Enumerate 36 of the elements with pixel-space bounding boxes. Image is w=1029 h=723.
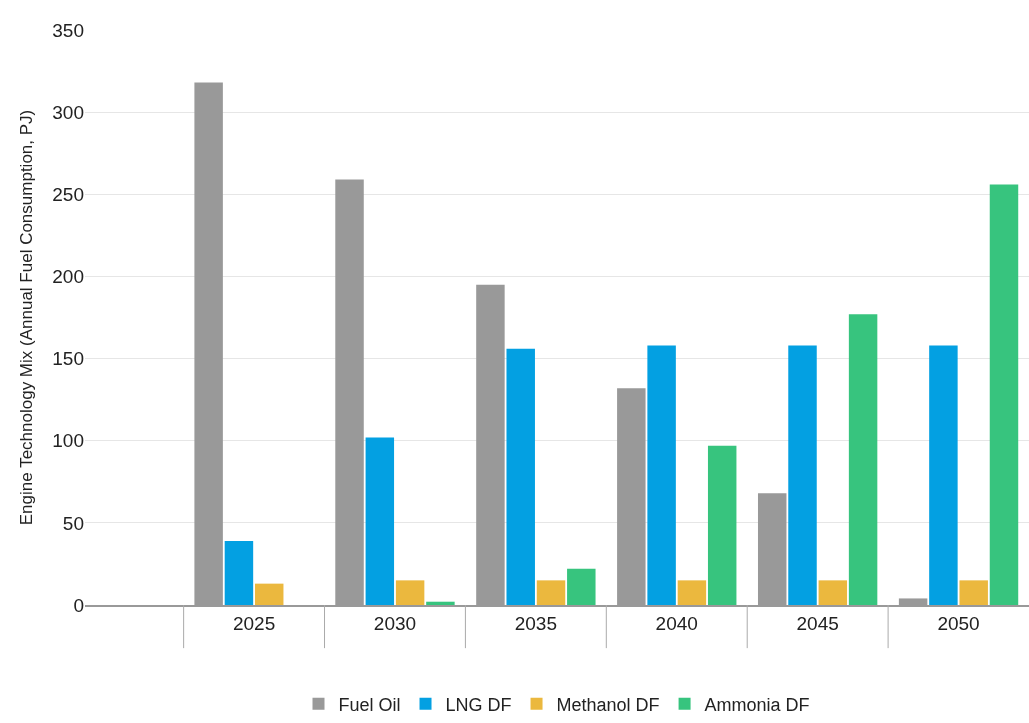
y-tick-label: 0 (73, 594, 84, 616)
bar (989, 184, 1019, 605)
x-tick-label: 2035 (514, 612, 558, 634)
bar (254, 583, 284, 605)
legend-label: Ammonia DF (704, 694, 810, 715)
legend-label: LNG DF (445, 694, 512, 715)
y-tick-label: 100 (52, 430, 84, 452)
x-tick-label: 2030 (373, 612, 417, 634)
bar (788, 345, 817, 605)
legend-label: Methanol DF (556, 694, 660, 715)
bar (506, 348, 535, 605)
y-tick-label: 200 (52, 266, 84, 288)
x-tick-label: 2045 (796, 612, 839, 634)
bar (536, 580, 566, 605)
y-tick-label: 250 (52, 183, 84, 205)
bar (677, 580, 707, 605)
x-tick-label: 2040 (655, 612, 698, 634)
x-tick-label: 2025 (232, 612, 276, 634)
bar (818, 580, 848, 605)
x-tick-label: 2050 (937, 612, 980, 634)
bar (929, 345, 958, 605)
legend-label: Fuel Oil (338, 694, 401, 715)
y-tick-label: 50 (62, 512, 84, 534)
y-tick-label: 150 (52, 348, 84, 370)
bar (365, 437, 395, 605)
bar (426, 601, 455, 605)
bar (224, 540, 254, 605)
y-axis-title: Engine Technology Mix (Annual Fuel Consumption, PJ) (16, 109, 36, 526)
y-tick-label: 350 (52, 19, 84, 41)
bar (707, 445, 737, 605)
bar (647, 345, 676, 605)
y-tick-label: 300 (52, 101, 84, 123)
bar (959, 580, 988, 605)
bar (567, 568, 596, 605)
bar (848, 314, 878, 605)
bar (395, 580, 425, 605)
